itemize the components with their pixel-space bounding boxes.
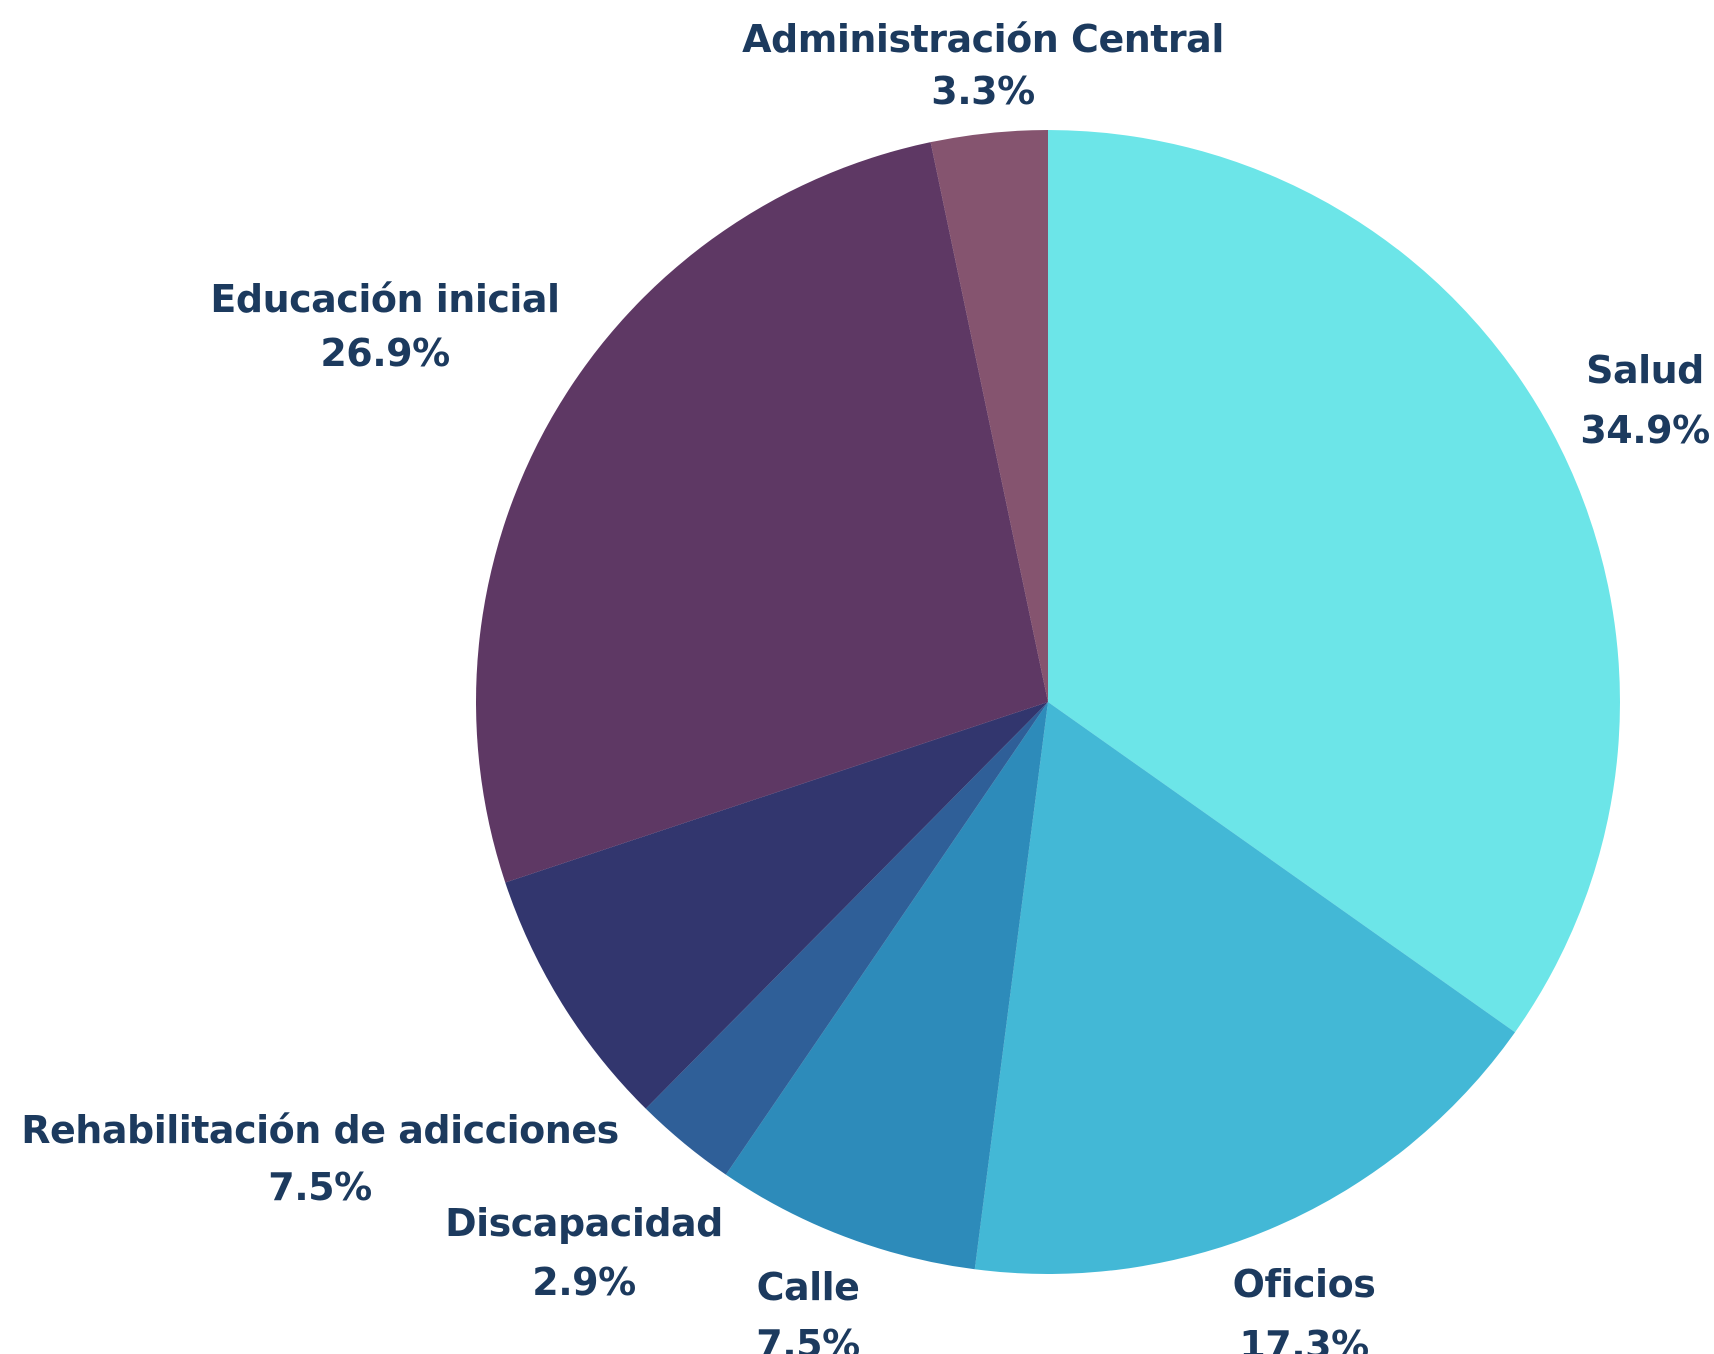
slice-label: Educación inicial <box>210 277 559 321</box>
slice-labels: Salud 34.9% Oficios 17.3% Calle 7.5% Discapaci… <box>21 17 1710 1354</box>
slice-value-label: 7.5% <box>756 1322 859 1354</box>
slice-label: Calle <box>757 1265 860 1309</box>
pie-slices <box>476 130 1621 1274</box>
pie-slice-salud <box>1048 130 1621 1033</box>
pie-slice-administración-central <box>930 130 1048 702</box>
slice-label: Salud <box>1586 348 1704 392</box>
pie-slice-discapacidad <box>645 702 1048 1175</box>
slice-label: Administración Central <box>742 17 1224 61</box>
pie-slice-rehabilitación-de-adicciones <box>505 702 1049 1109</box>
slice-label: Rehabilitación de adicciones <box>21 1108 618 1152</box>
slice-value-label: 17.3% <box>1239 1323 1368 1354</box>
pie-slice-educación-inicial <box>476 142 1048 883</box>
slice-value-label: 26.9% <box>320 331 449 375</box>
slice-label: Oficios <box>1233 1262 1376 1306</box>
slice-value-label: 2.9% <box>532 1260 635 1304</box>
pie-slice-oficios <box>974 702 1516 1274</box>
pie-slice-calle <box>725 702 1048 1270</box>
slice-label: Discapacidad <box>445 1201 723 1245</box>
slice-value-label: 34.9% <box>1580 408 1709 452</box>
slice-value-label: 3.3% <box>931 69 1034 113</box>
slice-value-label: 7.5% <box>268 1165 371 1209</box>
